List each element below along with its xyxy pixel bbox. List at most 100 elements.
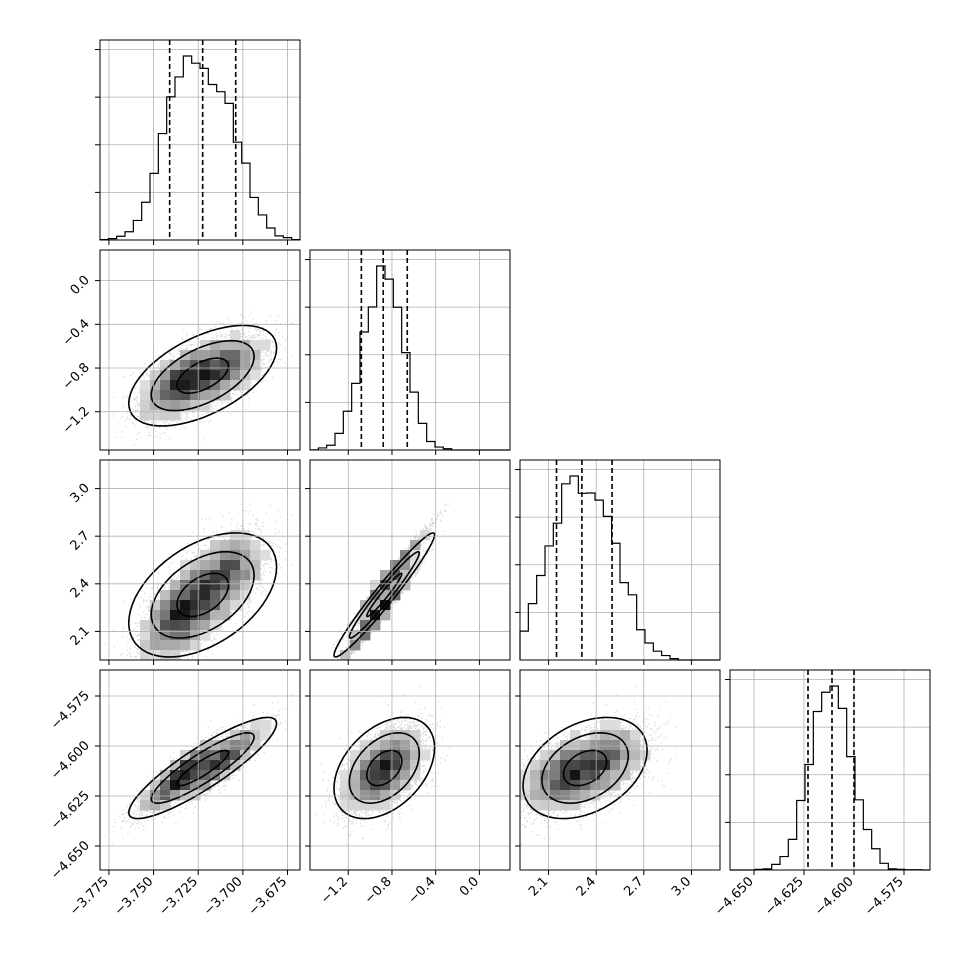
x-tick-label: −4.625 <box>762 874 807 919</box>
density-cell <box>390 780 401 791</box>
density-cell <box>370 750 381 761</box>
density-cell <box>170 400 181 411</box>
density-cell <box>230 570 241 581</box>
density-cell <box>220 360 231 371</box>
panel-frame <box>99 39 301 241</box>
density-cell <box>150 640 161 651</box>
density-cell <box>200 370 211 381</box>
density-cell <box>250 720 261 731</box>
x-tick-label: −3.725 <box>156 874 201 919</box>
x-tick-label: −4.600 <box>812 874 857 919</box>
density-cell <box>230 580 241 591</box>
density-cell <box>540 750 551 761</box>
density-cell <box>150 370 161 381</box>
density-cell <box>380 740 391 751</box>
density-panel <box>520 686 678 845</box>
density-cell <box>580 790 591 801</box>
density-cell <box>210 560 221 571</box>
density-cell <box>220 380 231 391</box>
density-content <box>100 311 297 446</box>
density-cell <box>540 780 551 791</box>
density-cell <box>250 540 261 551</box>
x-tick-labels: −1.2 −0.8 −0.4 0.0 <box>318 874 482 907</box>
panel-grid <box>95 250 300 455</box>
contour-line <box>176 572 230 618</box>
density-cell <box>420 530 431 541</box>
density-cell <box>250 370 261 381</box>
panel-grid <box>515 670 720 875</box>
density-cell <box>170 590 181 601</box>
density-cell <box>160 770 171 781</box>
density-cell <box>180 590 191 601</box>
density-cell <box>350 800 361 811</box>
density-panel <box>100 693 297 845</box>
panel-grid <box>95 460 300 665</box>
y-tick-label: 2.7 <box>68 528 93 553</box>
density-cell <box>590 730 601 741</box>
density-cell <box>200 750 211 761</box>
density-cell <box>200 760 211 771</box>
density-cell <box>260 720 271 731</box>
x-tick-labels: 2.1 2.4 2.7 3.0 <box>526 874 694 899</box>
density-cell <box>260 340 271 351</box>
y-tick-label: 2.1 <box>68 624 93 649</box>
density-cell <box>140 390 151 401</box>
density-cell <box>230 330 241 341</box>
density-cell <box>240 560 251 571</box>
density-cell <box>400 770 411 781</box>
density-cell <box>220 350 231 361</box>
panel-grid <box>548 460 692 665</box>
density-cell <box>210 580 221 591</box>
panel-grid <box>753 670 905 875</box>
density-cell <box>380 610 391 621</box>
density-content <box>520 686 678 845</box>
density-cell <box>370 620 381 631</box>
density-cell <box>200 400 211 411</box>
density-cell <box>240 580 251 591</box>
panel-frame <box>99 669 301 871</box>
density-cell <box>180 600 191 611</box>
density-cell <box>620 750 631 761</box>
panel-frame <box>99 249 301 451</box>
density-cell <box>160 370 171 381</box>
density-cell <box>570 730 581 741</box>
density-content <box>100 503 297 660</box>
density-cell <box>590 770 601 781</box>
density-cell <box>530 770 541 781</box>
density-cell <box>180 380 191 391</box>
density-cell <box>190 350 201 361</box>
density-cell <box>190 380 201 391</box>
density-cell <box>250 550 261 561</box>
density-cell <box>230 550 241 561</box>
density-cell <box>590 760 601 771</box>
contour-line <box>127 716 278 820</box>
density-cell <box>210 390 221 401</box>
density-cell <box>610 740 621 751</box>
density-cell <box>410 560 421 571</box>
density-cell <box>560 760 571 771</box>
density-cell <box>390 560 401 571</box>
density-cell <box>140 790 151 801</box>
density-cell <box>200 580 211 591</box>
y-tick-label: 0.0 <box>68 273 93 298</box>
x-tick-label: −0.4 <box>406 874 439 907</box>
density-cell <box>610 780 621 791</box>
density-cell <box>350 790 361 801</box>
density-cell <box>180 640 191 651</box>
density-cell <box>140 800 151 811</box>
density-cell <box>180 630 191 641</box>
x-tick-label: −1.2 <box>318 874 351 907</box>
density-cell <box>190 580 201 591</box>
density-cell <box>610 750 621 761</box>
density-cell <box>190 600 201 611</box>
density-cell <box>200 360 211 371</box>
histogram-step <box>730 685 930 871</box>
density-cell <box>180 580 191 591</box>
density-cell <box>170 580 181 591</box>
histogram-panel <box>95 40 301 241</box>
density-cell <box>220 770 231 781</box>
density-cell <box>170 630 181 641</box>
density-panel <box>315 686 450 845</box>
density-cell <box>370 770 381 781</box>
density-cell <box>170 610 181 621</box>
